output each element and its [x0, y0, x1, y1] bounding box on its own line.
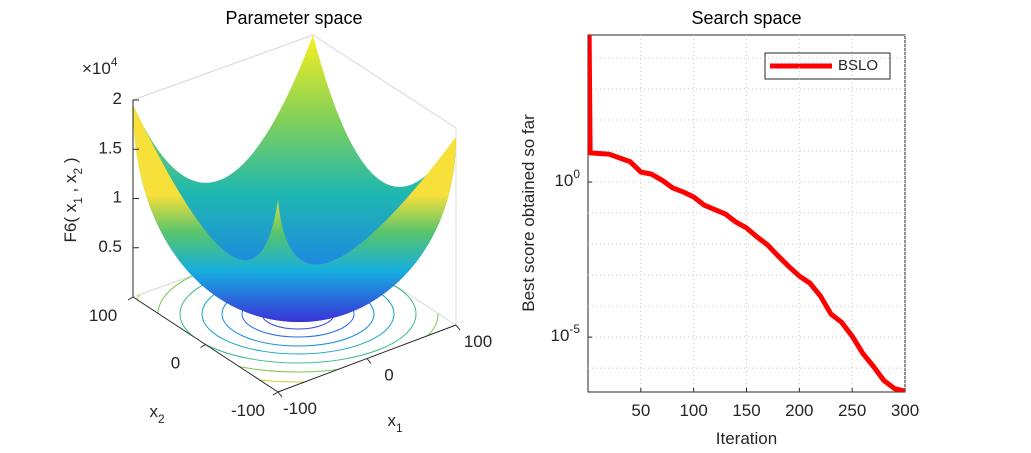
z-tick-label: 0.5 — [98, 237, 122, 256]
legend: BSLO — [764, 52, 891, 80]
x-tick — [455, 324, 461, 331]
y-tick-label: 100 — [89, 306, 117, 325]
surface-front — [133, 105, 456, 322]
x-tick-label: 250 — [838, 401, 866, 420]
legend-label: BSLO — [838, 57, 878, 74]
x-tick — [366, 358, 372, 364]
x-tick-label: 100 — [464, 332, 492, 351]
y-tick-label: 10-5 — [551, 322, 581, 345]
x-tick-label: 100 — [679, 401, 707, 420]
x-tick-label: 50 — [631, 401, 650, 420]
x-tick-label: 150 — [732, 401, 760, 420]
x-label: Iteration — [716, 429, 777, 448]
z-exponent: ×104 — [82, 55, 118, 78]
y-label: Best score obtained so far — [519, 114, 538, 312]
chart-title: Parameter space — [225, 8, 362, 28]
y-label: x2 — [149, 402, 165, 426]
y-tick-label: 0 — [171, 354, 180, 373]
y-tick — [127, 296, 134, 301]
x-tick-label: 300 — [891, 401, 919, 420]
series-line — [588, 35, 905, 392]
z-tick-label: 1.5 — [98, 139, 122, 158]
x-tick-label: -100 — [283, 399, 317, 418]
plot-area — [587, 34, 906, 393]
y-tick — [272, 391, 279, 396]
y-tick-label: -100 — [231, 401, 265, 420]
z-tick-label: 2 — [113, 89, 122, 108]
x-tick-label: 0 — [384, 366, 393, 385]
chart-title: Search space — [691, 8, 801, 28]
x-tick — [277, 391, 283, 398]
y-tick — [200, 344, 206, 348]
x-label: x1 — [387, 411, 403, 435]
z-label: F6( x1 , x2 ) — [61, 157, 85, 242]
x-tick-label: 200 — [785, 401, 813, 420]
z-tick-label: 1 — [113, 188, 122, 207]
y-tick-label: 100 — [554, 167, 580, 190]
